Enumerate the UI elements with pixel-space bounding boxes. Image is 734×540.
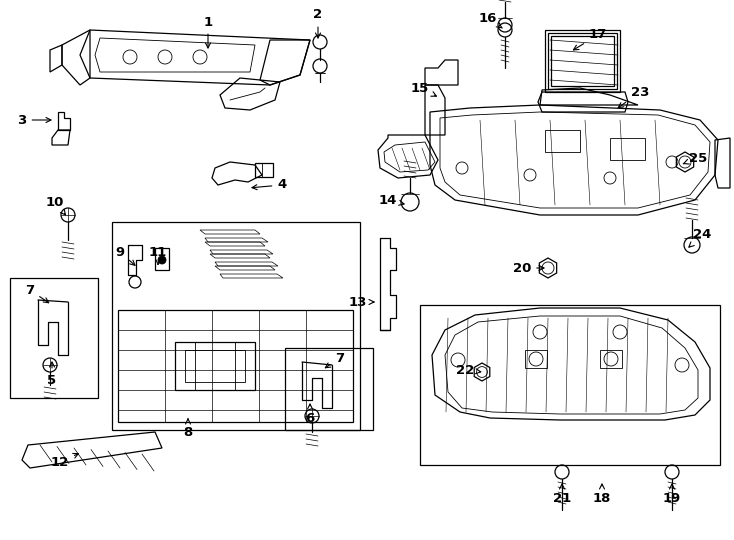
Bar: [285, 348, 373, 430]
Bar: [545, 30, 620, 92]
Text: 1: 1: [203, 16, 213, 48]
Bar: [10, 278, 98, 398]
Text: 11: 11: [149, 246, 167, 265]
Text: 7: 7: [325, 352, 344, 368]
Text: 15: 15: [411, 82, 437, 96]
Bar: [112, 222, 360, 430]
Text: 3: 3: [18, 113, 51, 126]
Bar: [548, 33, 617, 89]
Bar: [155, 248, 169, 270]
Text: 18: 18: [593, 484, 611, 504]
Text: 8: 8: [184, 419, 192, 438]
Bar: [610, 138, 645, 160]
Text: 12: 12: [51, 454, 79, 469]
Bar: [525, 350, 547, 368]
Text: 6: 6: [305, 404, 315, 424]
Bar: [551, 36, 614, 86]
Circle shape: [158, 256, 166, 264]
Text: 4: 4: [252, 179, 286, 192]
Text: 22: 22: [456, 363, 481, 376]
Text: 24: 24: [689, 228, 711, 247]
Text: 10: 10: [46, 195, 65, 215]
Bar: [600, 350, 622, 368]
Text: 23: 23: [618, 85, 649, 107]
Text: 20: 20: [513, 261, 544, 274]
Text: 14: 14: [379, 193, 404, 206]
Bar: [420, 305, 720, 465]
Text: 7: 7: [26, 284, 48, 303]
Text: 21: 21: [553, 484, 571, 504]
Text: 16: 16: [479, 11, 502, 28]
Bar: [118, 310, 353, 422]
Bar: [185, 350, 245, 382]
Text: 17: 17: [573, 29, 607, 50]
Text: 19: 19: [663, 484, 681, 504]
Bar: [255, 163, 273, 177]
Text: 5: 5: [48, 362, 57, 387]
Text: 13: 13: [349, 295, 374, 308]
Bar: [175, 342, 255, 390]
Text: 25: 25: [683, 152, 707, 165]
Text: 2: 2: [313, 9, 322, 38]
Text: 9: 9: [115, 246, 135, 265]
Bar: [545, 130, 580, 152]
